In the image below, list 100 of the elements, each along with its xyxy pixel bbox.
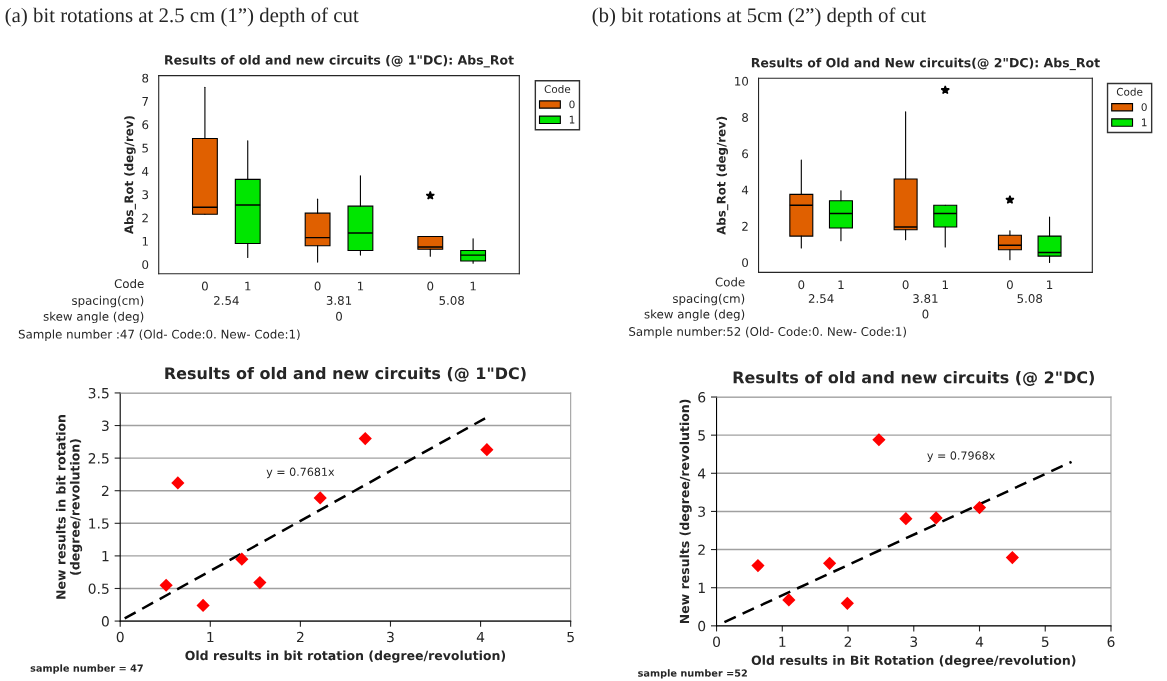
point <box>253 576 267 590</box>
y-tick-label: 3 <box>142 190 149 200</box>
text: skew angle (deg) <box>43 311 144 324</box>
y-axis-title: New results (degree/revolution) <box>679 399 692 624</box>
text: spacing(cm) <box>72 295 144 308</box>
point <box>929 511 943 525</box>
point <box>235 552 249 566</box>
annotation: y = 0.7968x <box>927 451 995 462</box>
y-tick-label: 0.5 <box>88 583 109 594</box>
y-axis-title: New results in bit rotation (degree/revolution) <box>55 415 83 599</box>
y-tick-label: 10 <box>735 76 749 86</box>
x-tick-label: 5.08 <box>439 296 465 305</box>
y-tick-label: 6 <box>698 391 706 403</box>
y-tick-label: 6 <box>142 120 149 130</box>
text: (b) bit rotations at 5cm (2”) depth of cut <box>592 7 926 27</box>
text: 1 <box>357 281 364 291</box>
y-tick-label: 0 <box>698 620 706 632</box>
text: Code <box>114 278 144 289</box>
y-tick-label: 3 <box>698 506 706 517</box>
point <box>899 512 913 526</box>
y-tick-label: 2 <box>698 544 705 555</box>
text: 1 <box>470 281 476 291</box>
y-tick-label: 7 <box>142 97 148 106</box>
y-tick-label: 4 <box>142 167 149 176</box>
y-tick-label: 5 <box>142 143 148 153</box>
point <box>313 491 327 505</box>
x-tick-label: 0 <box>116 631 124 643</box>
legend-label: 1 <box>1142 118 1147 127</box>
legend-label: 0 <box>1141 103 1147 112</box>
point <box>159 578 173 592</box>
text: 1 <box>245 281 251 291</box>
legend-title: Code <box>1116 87 1143 96</box>
chart-title: Results of Old and New circuits(@ 2"DC): Abs_Rot <box>751 57 1100 71</box>
y-tick-label: 3.5 <box>88 387 109 399</box>
point <box>751 559 765 573</box>
text: spacing(cm) <box>673 293 745 306</box>
point <box>480 443 494 457</box>
x-tick-label: 4 <box>975 636 984 647</box>
y-tick-label: 4 <box>697 468 706 479</box>
x-axis-title: Old results in Bit Rotation (degree/revolution) <box>751 655 1076 668</box>
x-tick-label: 3 <box>910 636 918 648</box>
y-tick-label: 1 <box>142 237 148 246</box>
y-tick-label: 0 <box>101 616 109 627</box>
point <box>782 593 796 607</box>
text: skew angle (deg) <box>644 309 745 321</box>
x-axis-title: Old results in bit rotation (degree/revolution) <box>185 650 506 663</box>
text: 0 <box>314 281 321 291</box>
legend-label: 0 <box>569 100 575 109</box>
point <box>1005 550 1019 565</box>
y-tick-label: 1.5 <box>89 518 109 529</box>
text: Code <box>715 277 745 287</box>
x-tick-label: 2 <box>844 636 852 647</box>
point <box>823 556 837 570</box>
x-tick-label: 4 <box>476 631 485 643</box>
x-tick-label: 1 <box>207 631 214 643</box>
x-tick-label: 5 <box>1041 636 1049 648</box>
y-tick-label: 8 <box>142 73 149 83</box>
y-tick-label: 5 <box>698 430 705 441</box>
text: 0 <box>798 280 805 290</box>
text: 0 <box>1006 280 1013 290</box>
y-tick-label: 1 <box>698 582 705 593</box>
text: 0 <box>201 281 208 291</box>
point <box>196 598 210 613</box>
text: 1 <box>838 280 844 290</box>
point <box>840 596 854 610</box>
legend-label: 1 <box>569 115 575 124</box>
text: Sample number:52 (Old- Code:0. New- Code:1) <box>629 326 906 339</box>
y-tick-label: 2 <box>142 213 148 223</box>
point <box>872 433 886 447</box>
y-tick-label: 1 <box>102 551 109 562</box>
y-tick-label: 2 <box>101 485 109 496</box>
chart-title: Results of old and new circuits (@ 1"DC) <box>165 366 526 382</box>
x-tick-label: 2.54 <box>214 296 239 305</box>
y-tick-label: 2 <box>742 221 748 231</box>
y-tick-label: 0 <box>742 258 749 268</box>
y-tick-label: 6 <box>742 149 749 159</box>
x-tick-label: 0 <box>713 636 721 648</box>
x-tick-label: 2 <box>296 631 304 643</box>
point <box>358 431 372 446</box>
x-tick-label: 5 <box>567 631 574 643</box>
y-tick-label: 4 <box>741 185 749 195</box>
chart-title: Results of old and new circuits (@ 1"DC): Abs_Rot <box>165 54 514 68</box>
x-tick-label: 3.81 <box>326 296 352 305</box>
y-tick-label: 8 <box>742 113 749 122</box>
y-tick-label: 3 <box>102 420 109 431</box>
text: sample number =52 <box>638 669 747 679</box>
text: 1 <box>1047 280 1053 290</box>
text: (a) bit rotations at 2.5 cm (1”) depth of cut <box>5 7 359 27</box>
x-tick-label: 3.81 <box>913 294 938 303</box>
y-tick-label: 0 <box>142 260 149 270</box>
point <box>972 501 987 515</box>
x-tick-label: 1 <box>779 636 786 647</box>
x-tick-label: 6 <box>1107 636 1115 648</box>
x-tick-label: 5.08 <box>1017 294 1043 303</box>
text: 0 <box>427 281 434 291</box>
text: Sample number :47 (Old- Code:0. New- Code:1) <box>18 329 300 341</box>
text: 0 <box>922 309 929 319</box>
text: 1 <box>942 280 948 290</box>
annotation: y = 0.7681x <box>266 467 335 479</box>
x-tick-label: 3 <box>387 631 394 643</box>
